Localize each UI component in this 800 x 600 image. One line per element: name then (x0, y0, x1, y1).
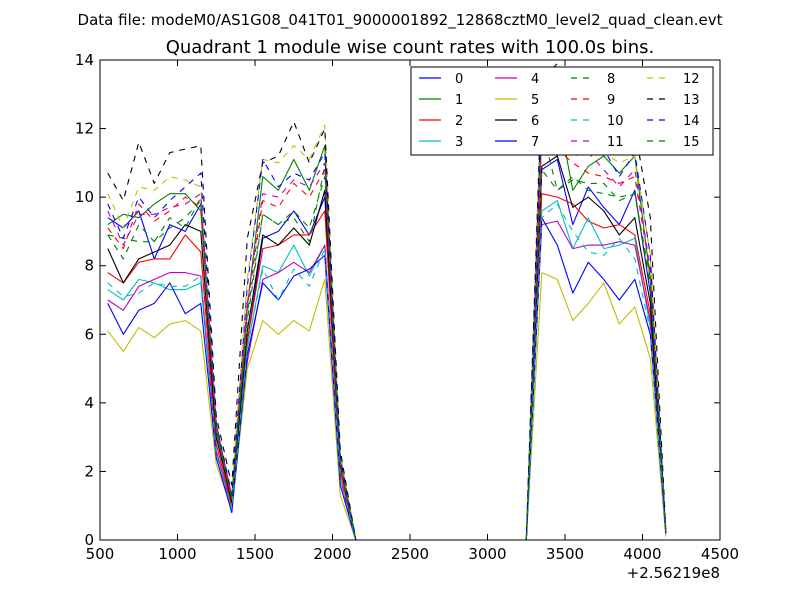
x-tick-label: 500 (86, 545, 115, 563)
legend-label-7: 7 (531, 135, 539, 150)
legend-label-6: 6 (531, 114, 539, 129)
legend-label-8: 8 (607, 72, 615, 87)
series-line-5 (107, 272, 667, 541)
y-tick-label: 6 (84, 325, 94, 343)
x-tick-label: 3000 (468, 545, 506, 563)
data-file-label: Data file: modeM0/AS1G08_041T01_90000018… (78, 11, 723, 30)
legend-label-10: 10 (607, 114, 624, 129)
y-tick-label: 0 (84, 531, 94, 549)
x-tick-label: 4500 (701, 545, 739, 563)
legend-label-4: 4 (531, 72, 539, 87)
legend-label-9: 9 (607, 93, 615, 108)
series-line-4 (107, 220, 667, 541)
series-line-14 (107, 104, 667, 541)
legend-label-5: 5 (531, 93, 539, 108)
y-tick-label: 14 (75, 51, 94, 69)
legend-label-0: 0 (455, 72, 463, 87)
series-line-15 (107, 169, 667, 541)
series-line-0 (107, 158, 667, 541)
series-line-2 (107, 193, 667, 541)
legend-label-3: 3 (455, 135, 463, 150)
x-tick-label: 3500 (546, 545, 584, 563)
legend-label-15: 15 (683, 135, 700, 150)
legend-label-1: 1 (455, 93, 463, 108)
legend-label-14: 14 (683, 114, 700, 129)
x-tick-label: 1000 (158, 545, 196, 563)
series-line-11 (107, 131, 667, 541)
legend-label-13: 13 (683, 93, 700, 108)
legend-box (410, 66, 714, 156)
x-tick-label: 1500 (236, 545, 274, 563)
chart-title: Quadrant 1 module wise count rates with … (166, 37, 655, 58)
legend-label-2: 2 (455, 114, 463, 129)
y-tick-label: 8 (84, 257, 94, 275)
series-line-8 (107, 128, 667, 541)
x-tick-label: 4000 (623, 545, 661, 563)
y-tick-label: 4 (84, 394, 94, 412)
legend-label-11: 11 (607, 135, 624, 150)
x-tick-label: 2000 (313, 545, 351, 563)
legend-label-12: 12 (683, 72, 700, 87)
series-line-3 (107, 200, 667, 541)
series-line-9 (107, 134, 667, 541)
x-axis: 500 1000 1500 2000 2500 3000 3500 4000 4500 (86, 60, 739, 563)
series-line-7 (107, 217, 667, 541)
series-line-10 (107, 203, 667, 541)
y-tick-label: 10 (75, 188, 94, 206)
y-tick-label: 12 (75, 120, 94, 138)
x-tick-label: 2500 (391, 545, 429, 563)
x-offset-label: +2.56219e8 (627, 564, 720, 582)
y-tick-label: 2 (84, 462, 94, 480)
series-line-1 (107, 93, 667, 541)
